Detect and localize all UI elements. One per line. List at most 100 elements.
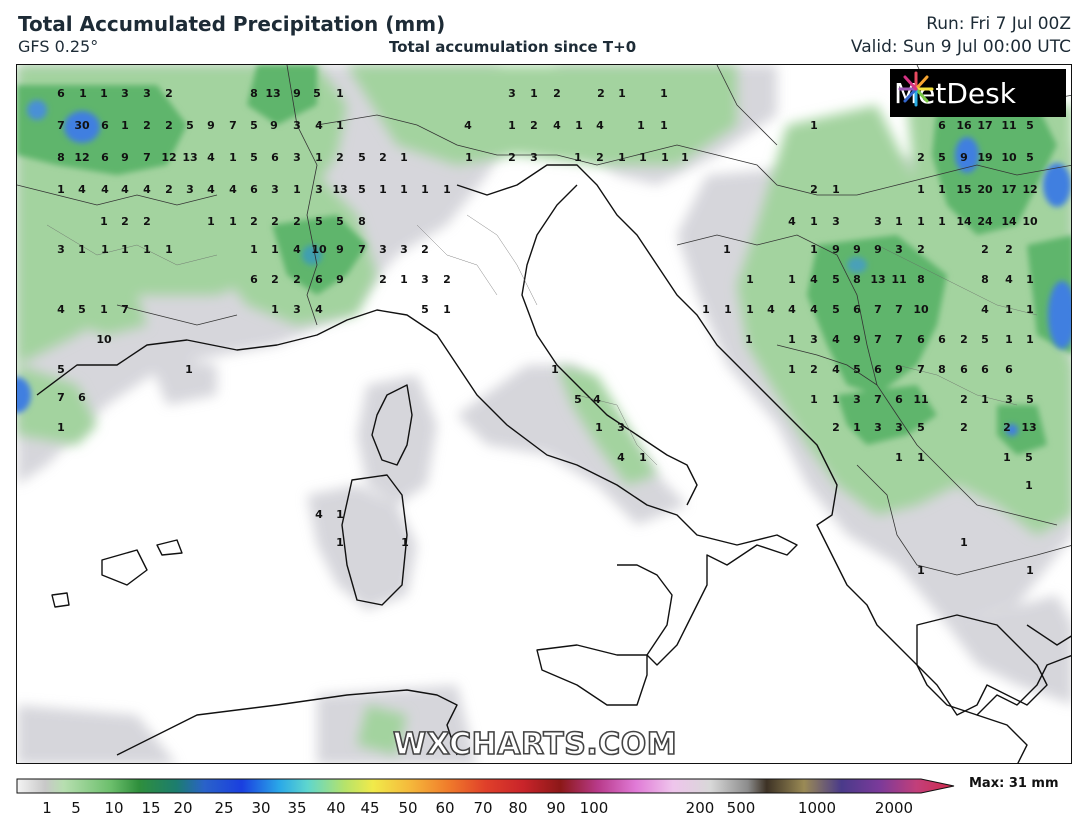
precip-value-label: 1	[810, 215, 818, 228]
precip-value-label: 1	[960, 536, 968, 549]
precip-value-label: 14	[956, 215, 972, 228]
precip-value-label: 1	[637, 119, 645, 132]
precip-value-label: 2	[293, 273, 301, 286]
precip-value-label: 1	[618, 151, 626, 164]
precip-value-label: 4	[981, 303, 989, 316]
precip-value-label: 4	[832, 333, 840, 346]
precip-value-label: 9	[207, 119, 215, 132]
precip-value-label: 8	[917, 273, 925, 286]
precip-value-label: 2	[917, 243, 925, 256]
precip-value-label: 6	[938, 119, 946, 132]
precip-value-label: 3	[617, 421, 625, 434]
precip-value-label: 5	[315, 215, 323, 228]
precip-value-label: 6	[315, 273, 323, 286]
precip-value-label: 8	[853, 273, 861, 286]
precip-value-label: 2	[960, 393, 968, 406]
precip-value-label: 1	[574, 151, 582, 164]
precip-value-label: 4	[315, 303, 323, 316]
precip-value-label: 2	[530, 119, 538, 132]
precip-value-label: 1	[938, 183, 946, 196]
precip-value-label: 1	[443, 183, 451, 196]
colorbar-legend: Max: 31 mm 1 5 10 15 20 25 30 35 40 45 50 60 70 80 90 1…	[16, 776, 1088, 835]
precip-value-label: 3	[895, 243, 903, 256]
max-value-label: Max: 31 mm	[969, 776, 1059, 791]
precip-value-label: 5	[981, 333, 989, 346]
precip-value-label: 1	[271, 303, 279, 316]
precip-value-label: 4	[315, 508, 323, 521]
precip-value-label: 1	[981, 393, 989, 406]
precip-value-label: 2	[1005, 243, 1013, 256]
precip-value-label: 1	[895, 451, 903, 464]
run-time: Run: Fri 7 Jul 00Z	[926, 14, 1071, 34]
precip-value-label: 11	[891, 273, 906, 286]
precip-value-label: 5	[1026, 151, 1034, 164]
precip-value-label: 3	[810, 333, 818, 346]
precip-value-label: 10	[1022, 215, 1038, 228]
precip-value-label: 5	[336, 215, 344, 228]
precip-value-label: 4	[810, 303, 818, 316]
precip-value-label: 4	[788, 215, 796, 228]
precip-value-label: 3	[874, 215, 882, 228]
precip-value-label: 6	[250, 183, 258, 196]
region-borders	[46, 214, 1038, 466]
precip-value-label: 3	[143, 87, 151, 100]
precip-value-label: 4	[617, 451, 625, 464]
colorbar-tick-label: 25	[214, 799, 234, 817]
precip-value-label: 1	[895, 215, 903, 228]
precip-value-label: 2	[443, 273, 451, 286]
colorbar-tick-label: 50	[398, 799, 418, 817]
precip-value-label: 1	[100, 303, 108, 316]
precip-value-label: 5	[574, 393, 582, 406]
precip-value-label: 1	[78, 243, 86, 256]
precip-mid-areas	[17, 65, 1071, 455]
precip-value-label: 3	[293, 119, 301, 132]
precip-value-label: 10	[311, 243, 327, 256]
precip-value-label: 1	[917, 451, 925, 464]
precip-value-label: 14	[1001, 215, 1017, 228]
precip-value-label: 12	[161, 151, 176, 164]
precip-value-label: 1	[723, 243, 731, 256]
precip-value-label: 5	[832, 273, 840, 286]
precip-value-label: 6	[938, 333, 946, 346]
precip-value-label: 1	[336, 536, 344, 549]
precip-value-label: 7	[358, 243, 366, 256]
precip-value-label: 2	[336, 151, 344, 164]
precip-value-label: 4	[78, 183, 86, 196]
precip-value-label: 8	[938, 363, 946, 376]
precip-value-label: 1	[271, 243, 279, 256]
precipitation-map[interactable]: 6 1 1 3 3 2 8 13 9 5 1 3 1 2 2 1 1 7 30 6 1 2 2 5 9 7 5 9 3 4 1 4 1 2 4 1 4 1…	[16, 64, 1072, 764]
colorbar	[16, 778, 955, 794]
precip-value-label: 7	[121, 303, 129, 316]
precip-value-label: 13	[1021, 421, 1036, 434]
precip-value-label: 3	[293, 303, 301, 316]
precip-value-label: 7	[57, 119, 65, 132]
precip-value-label: 1	[724, 303, 732, 316]
precip-value-label: 1	[508, 119, 516, 132]
precip-value-label: 2	[379, 151, 387, 164]
precip-value-label: 1	[400, 151, 408, 164]
precip-value-label: 6	[271, 151, 279, 164]
precip-value-label: 2	[960, 421, 968, 434]
precip-value-labels: 6 1 1 3 3 2 8 13 9 5 1 3 1 2 2 1 17 30 6 1 2 2 5 9 7 5 9 3 4 1 4 1 2 4 1 4 1…	[57, 87, 1038, 577]
precip-value-label: 2	[165, 183, 173, 196]
precip-value-label: 3	[379, 243, 387, 256]
precip-value-label: 9	[832, 243, 840, 256]
precip-value-label: 2	[981, 243, 989, 256]
watermark: WXCHARTS.COM	[392, 726, 678, 763]
colorbar-tick-label: 30	[251, 799, 271, 817]
precip-value-label: 1	[681, 151, 689, 164]
precip-value-label: 5	[917, 421, 925, 434]
precip-value-label: 1	[702, 303, 710, 316]
precip-value-label: 1	[443, 303, 451, 316]
metdesk-logo[interactable]: MetDesk	[890, 69, 1066, 117]
colorbar-tick-label: 80	[508, 799, 528, 817]
precip-value-label: 11	[1001, 119, 1016, 132]
precip-value-label: 1	[530, 87, 538, 100]
precip-value-label: 8	[358, 215, 366, 228]
precip-value-label: 5	[78, 303, 86, 316]
precip-value-label: 1	[143, 243, 151, 256]
precip-value-label: 1	[745, 333, 753, 346]
precip-value-label: 1	[661, 151, 669, 164]
precip-value-label: 2	[960, 333, 968, 346]
precip-value-label: 1	[1026, 333, 1034, 346]
